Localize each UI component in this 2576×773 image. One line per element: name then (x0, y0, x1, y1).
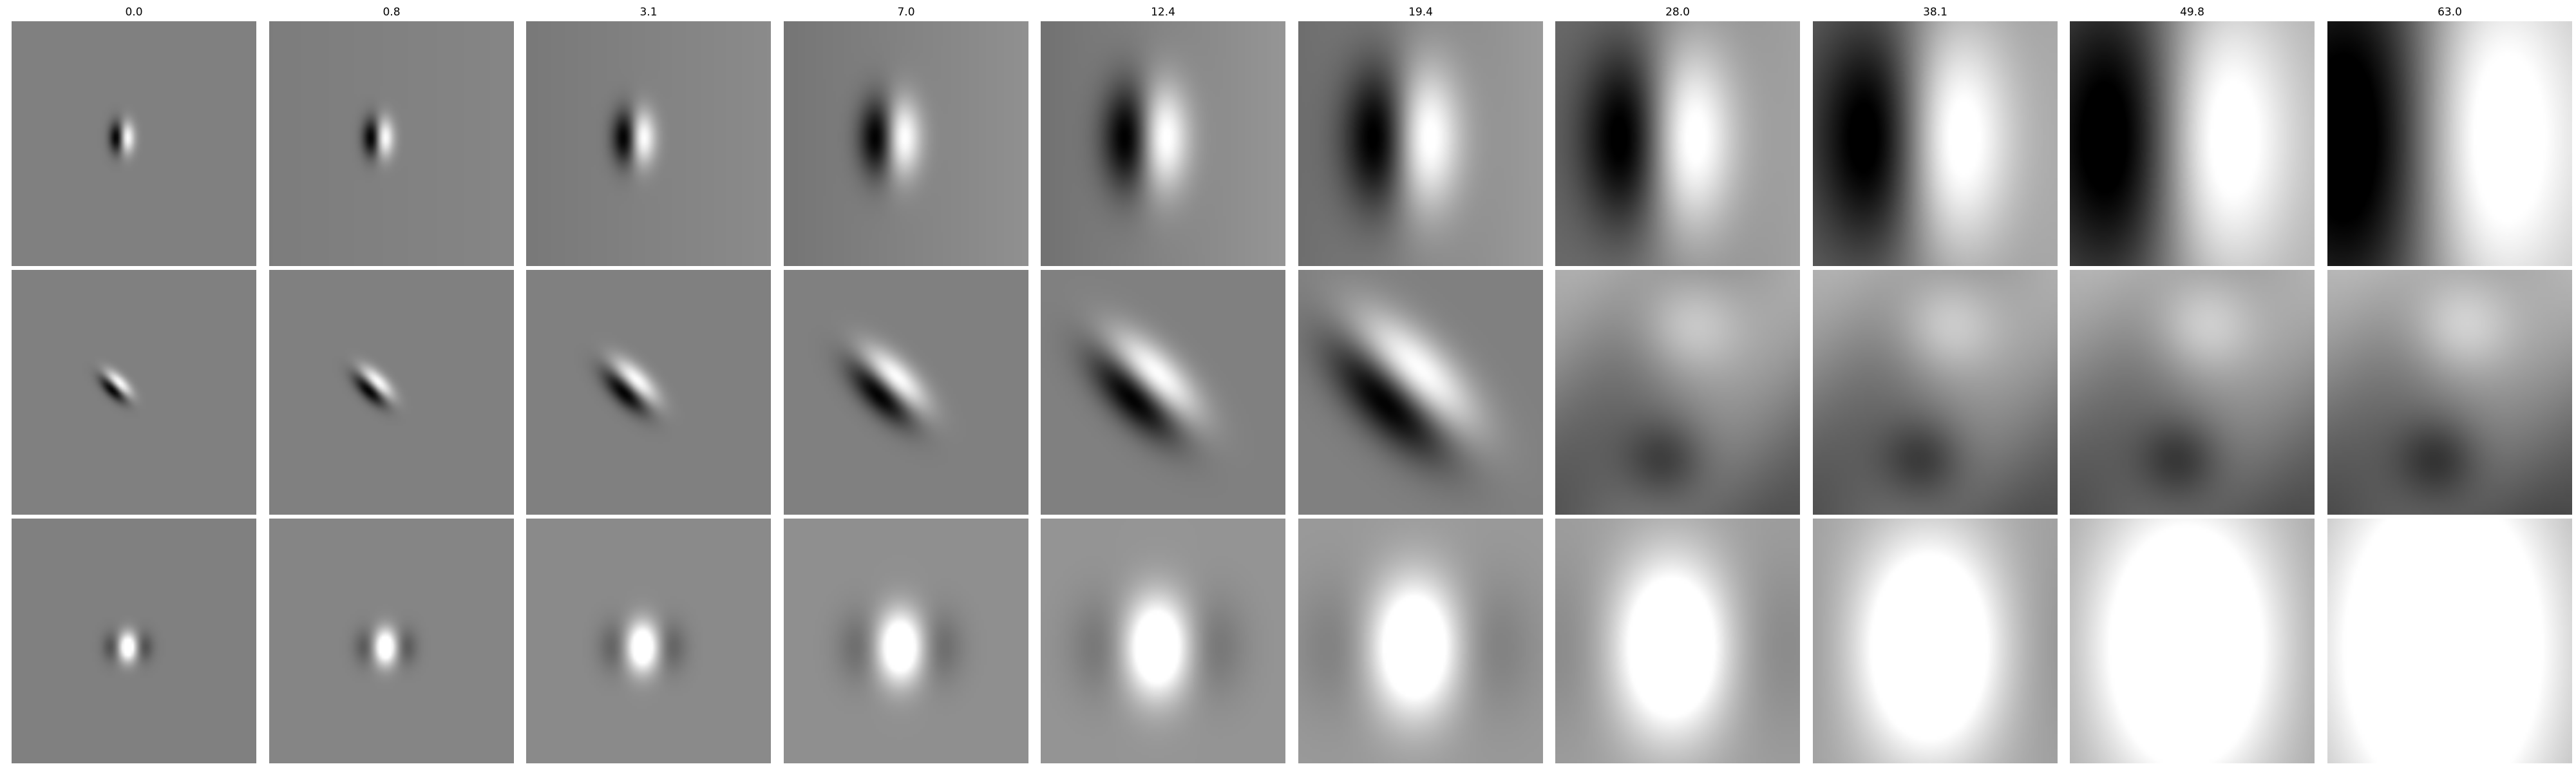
panel-row1-col3 (784, 270, 1028, 515)
panel-row2-col9 (2327, 519, 2572, 763)
column-title-8: 49.8 (2180, 6, 2204, 19)
panel-row0-col0 (12, 21, 256, 266)
column-title-5: 19.4 (1408, 6, 1433, 19)
column-title-7: 38.1 (1923, 6, 1947, 19)
panel-row1-col4 (1041, 270, 1285, 515)
column-title-6: 28.0 (1665, 6, 1690, 19)
panel-row0-col8 (2070, 21, 2315, 266)
panel-row1-col8 (2070, 270, 2315, 515)
panel-row0-col6 (1555, 21, 1800, 266)
column-title-1: 0.8 (383, 6, 401, 19)
panel-row2-col2 (526, 519, 771, 763)
panel-row1-col0 (12, 270, 256, 515)
panel-row2-col1 (269, 519, 514, 763)
panel-row0-col2 (526, 21, 771, 266)
panel-row2-col3 (784, 519, 1028, 763)
panel-row2-col4 (1041, 519, 1285, 763)
panel-row0-col4 (1041, 21, 1285, 266)
panel-row2-col0 (12, 519, 256, 763)
panel-row1-col1 (269, 270, 514, 515)
column-title-9: 63.0 (2438, 6, 2462, 19)
panel-row2-col6 (1555, 519, 1800, 763)
panel-row1-col6 (1555, 270, 1800, 515)
panel-row1-col9 (2327, 270, 2572, 515)
panel-row1-col7 (1813, 270, 2058, 515)
panel-row0-col7 (1813, 21, 2058, 266)
column-title-3: 7.0 (897, 6, 915, 19)
panel-row0-col5 (1298, 21, 1543, 266)
panel-row2-col5 (1298, 519, 1543, 763)
panel-row1-col5 (1298, 270, 1543, 515)
column-title-4: 12.4 (1151, 6, 1175, 19)
panel-row0-col3 (784, 21, 1028, 266)
panel-row2-col7 (1813, 519, 2058, 763)
panel-row1-col2 (526, 270, 771, 515)
column-title-0: 0.0 (125, 6, 143, 19)
panel-row2-col8 (2070, 519, 2315, 763)
panel-row0-col1 (269, 21, 514, 266)
panel-row0-col9 (2327, 21, 2572, 266)
column-title-2: 3.1 (639, 6, 658, 19)
